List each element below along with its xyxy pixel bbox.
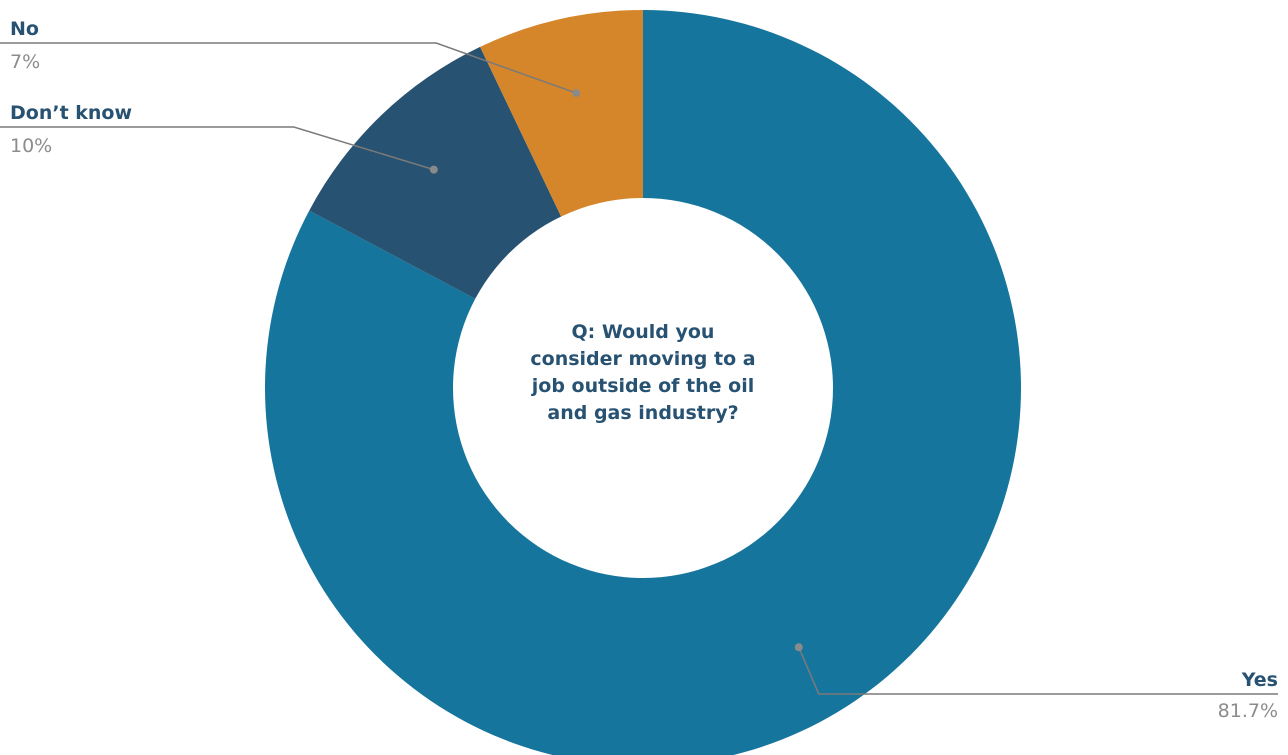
leader-line <box>798 646 1278 695</box>
slice-value: 10% <box>10 135 52 157</box>
donut-hole <box>453 198 833 578</box>
center-question-line: Q: Would you <box>572 321 715 343</box>
center-question: Q: Would you consider moving to a job outs… <box>530 321 755 424</box>
slice-labels: Yes 81.7% Don’t know 10% No 7% <box>0 18 1278 722</box>
label-don-t-know: Don’t know 10% <box>0 102 438 174</box>
leader-dot <box>794 643 803 652</box>
center-question-line: consider moving to a <box>530 348 755 370</box>
center-question-line: job outside of the oil <box>531 375 755 397</box>
leader-dot <box>429 165 438 174</box>
leader-line <box>0 126 435 171</box>
leader-line <box>0 42 577 94</box>
slice-value: 7% <box>10 51 40 73</box>
label-yes: Yes 81.7% <box>794 643 1278 722</box>
slice-value: 81.7% <box>1218 700 1278 722</box>
label-no: No 7% <box>0 18 581 98</box>
center-question-line: and gas industry? <box>547 402 738 424</box>
slice-label: Yes <box>1241 669 1278 691</box>
slice-label: No <box>10 18 39 40</box>
leader-dot <box>572 89 581 98</box>
slice-label: Don’t know <box>10 102 132 124</box>
